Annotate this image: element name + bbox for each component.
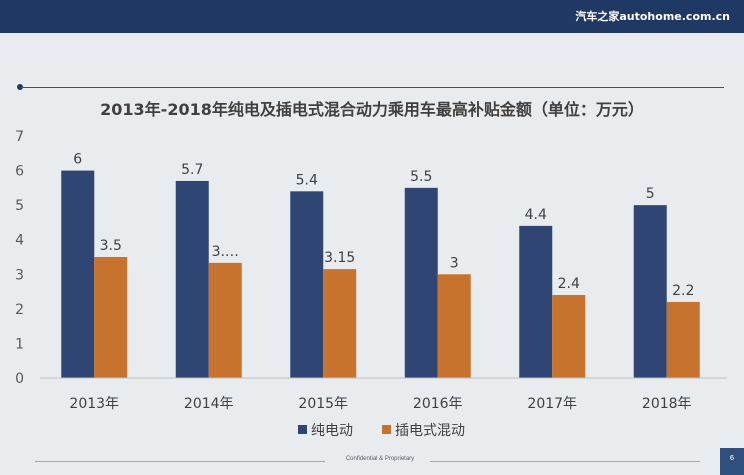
bar-data-label: 3.… [212,244,239,260]
bar-series1 [290,191,324,378]
bar-series1 [175,180,209,378]
x-tick-label: 2014年 [184,396,234,412]
y-tick-label: 1 [15,336,24,352]
bar-data-label: 5 [646,186,655,202]
x-tick-label: 2015年 [298,396,348,412]
bar-data-label: 3 [450,255,459,271]
y-tick-label: 0 [15,371,24,387]
x-tick-label: 2016年 [413,396,463,412]
bar-data-label: 5.5 [410,169,432,185]
legend-label-series2: 插电式混动 [395,423,465,439]
title-rule [20,87,724,88]
bar-data-label: 6 [73,152,82,168]
x-tick-label: 2017年 [527,396,577,412]
bar-data-label: 2.4 [558,276,580,292]
bar-data-label: 2.2 [672,283,694,299]
bar-series2 [666,301,700,378]
bar-series2 [552,295,586,378]
x-tick-label: 2018年 [642,396,692,412]
y-tick-label: 6 [15,164,24,180]
brand-logo-text: 汽车之家autohome.com.cn [575,10,730,23]
legend: 纯电动 插电式混动 [298,423,465,439]
header-bar: 汽车之家autohome.com.cn [0,0,744,33]
y-tick-label: 5 [15,198,24,214]
y-tick-label: 4 [15,233,24,249]
footer-confidential: Confidential & Proprietary [345,456,415,462]
bar-series2 [94,257,128,378]
bar-data-label: 3.5 [100,238,122,254]
footer-divider-left [35,461,325,462]
page-number: 6 [720,448,744,475]
bar-data-label: 5.4 [296,172,318,188]
bar-series2 [437,274,471,378]
footer-divider-right [430,461,700,462]
bar-series2 [323,269,357,378]
bar-series1 [61,170,95,378]
bar-series1 [519,225,553,378]
bar-series2 [208,262,242,378]
y-tick-label: 7 [15,129,24,145]
legend-swatch-series1 [298,425,307,434]
y-tick-label: 3 [15,267,24,283]
bar-series1 [633,205,667,378]
bar-data-label: 3.15 [324,250,355,266]
legend-swatch-series2 [382,425,391,434]
x-axis: 2013年 2014年 2015年 2016年 2017年 2018年 [40,377,727,412]
bar-data-label: 4.4 [525,207,547,223]
bar-data-label: 5.7 [181,162,203,178]
legend-label-series1: 纯电动 [311,423,353,439]
y-tick-label: 2 [15,302,24,318]
bar-series1 [404,187,438,378]
y-axis: 0 1 2 3 4 5 6 7 [15,129,24,387]
x-tick-label: 2013年 [69,396,119,412]
chart-title: 2013年-2018年纯电及插电式混合动力乘用车最高补贴金额（单位：万元） [100,100,644,119]
bars-group: 6 3.5 5.7 3.… 5.4 3.15 5.5 3 4.4 2.4 5 2.2 [61,152,700,378]
